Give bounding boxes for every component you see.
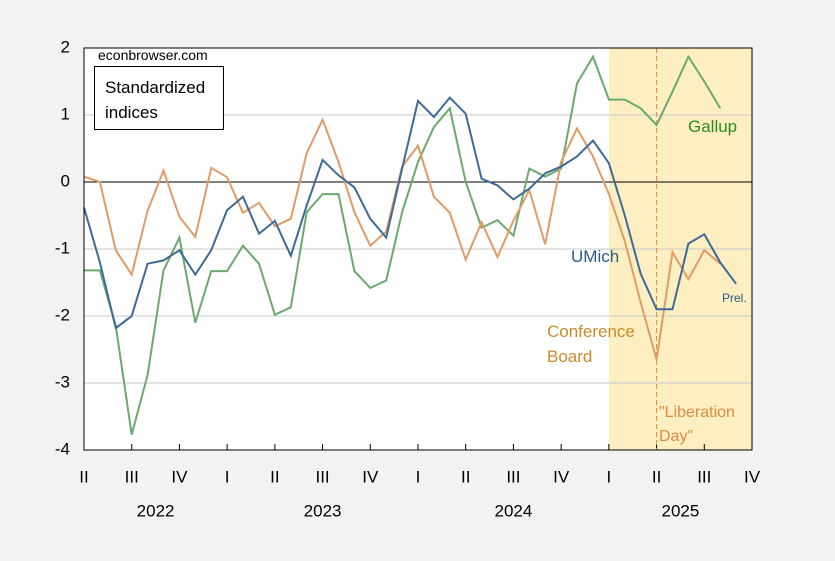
- y-tick-label: 2: [61, 37, 70, 56]
- x-tick-label: III: [125, 467, 139, 486]
- series-line: [84, 54, 722, 435]
- series-label: Conference Board: [547, 322, 635, 366]
- y-tick-label: -1: [55, 238, 70, 257]
- event-label: "Liberation Day": [659, 404, 735, 445]
- y-tick-label: 0: [61, 171, 70, 190]
- prelim-label: Prel.: [722, 291, 747, 305]
- x-tick-label: II: [461, 467, 470, 486]
- year-label: 2025: [662, 501, 700, 520]
- year-label: 2023: [304, 501, 342, 520]
- series-line: [83, 96, 737, 330]
- y-tick-label: 1: [61, 104, 70, 123]
- y-tick-label: -2: [55, 305, 70, 324]
- x-tick-label: III: [315, 467, 329, 486]
- x-tick-label: II: [270, 467, 279, 486]
- series-label: Gallup: [688, 117, 738, 136]
- y-tick-label: -4: [55, 439, 70, 458]
- x-tick-label: I: [606, 467, 611, 486]
- x-tick-label: IV: [171, 467, 188, 486]
- y-tick-label: -3: [55, 372, 70, 391]
- plot-border: [83, 47, 753, 451]
- year-label: 2024: [495, 501, 533, 520]
- x-tick-label: II: [79, 467, 88, 486]
- x-tick-label: IV: [553, 467, 570, 486]
- x-tick-label: I: [416, 467, 421, 486]
- x-tick-label: IV: [362, 467, 379, 486]
- series-label: UMich: [571, 247, 620, 266]
- x-tick-label: IV: [744, 467, 761, 486]
- x-tick-label: II: [652, 467, 661, 486]
- x-tick-label: III: [506, 467, 520, 486]
- x-tick-label: I: [225, 467, 230, 486]
- source-label: econbrowser.com: [98, 47, 208, 63]
- legend-box: Standardized indices: [94, 66, 224, 130]
- year-label: 2022: [137, 501, 175, 520]
- x-tick-label: III: [697, 467, 711, 486]
